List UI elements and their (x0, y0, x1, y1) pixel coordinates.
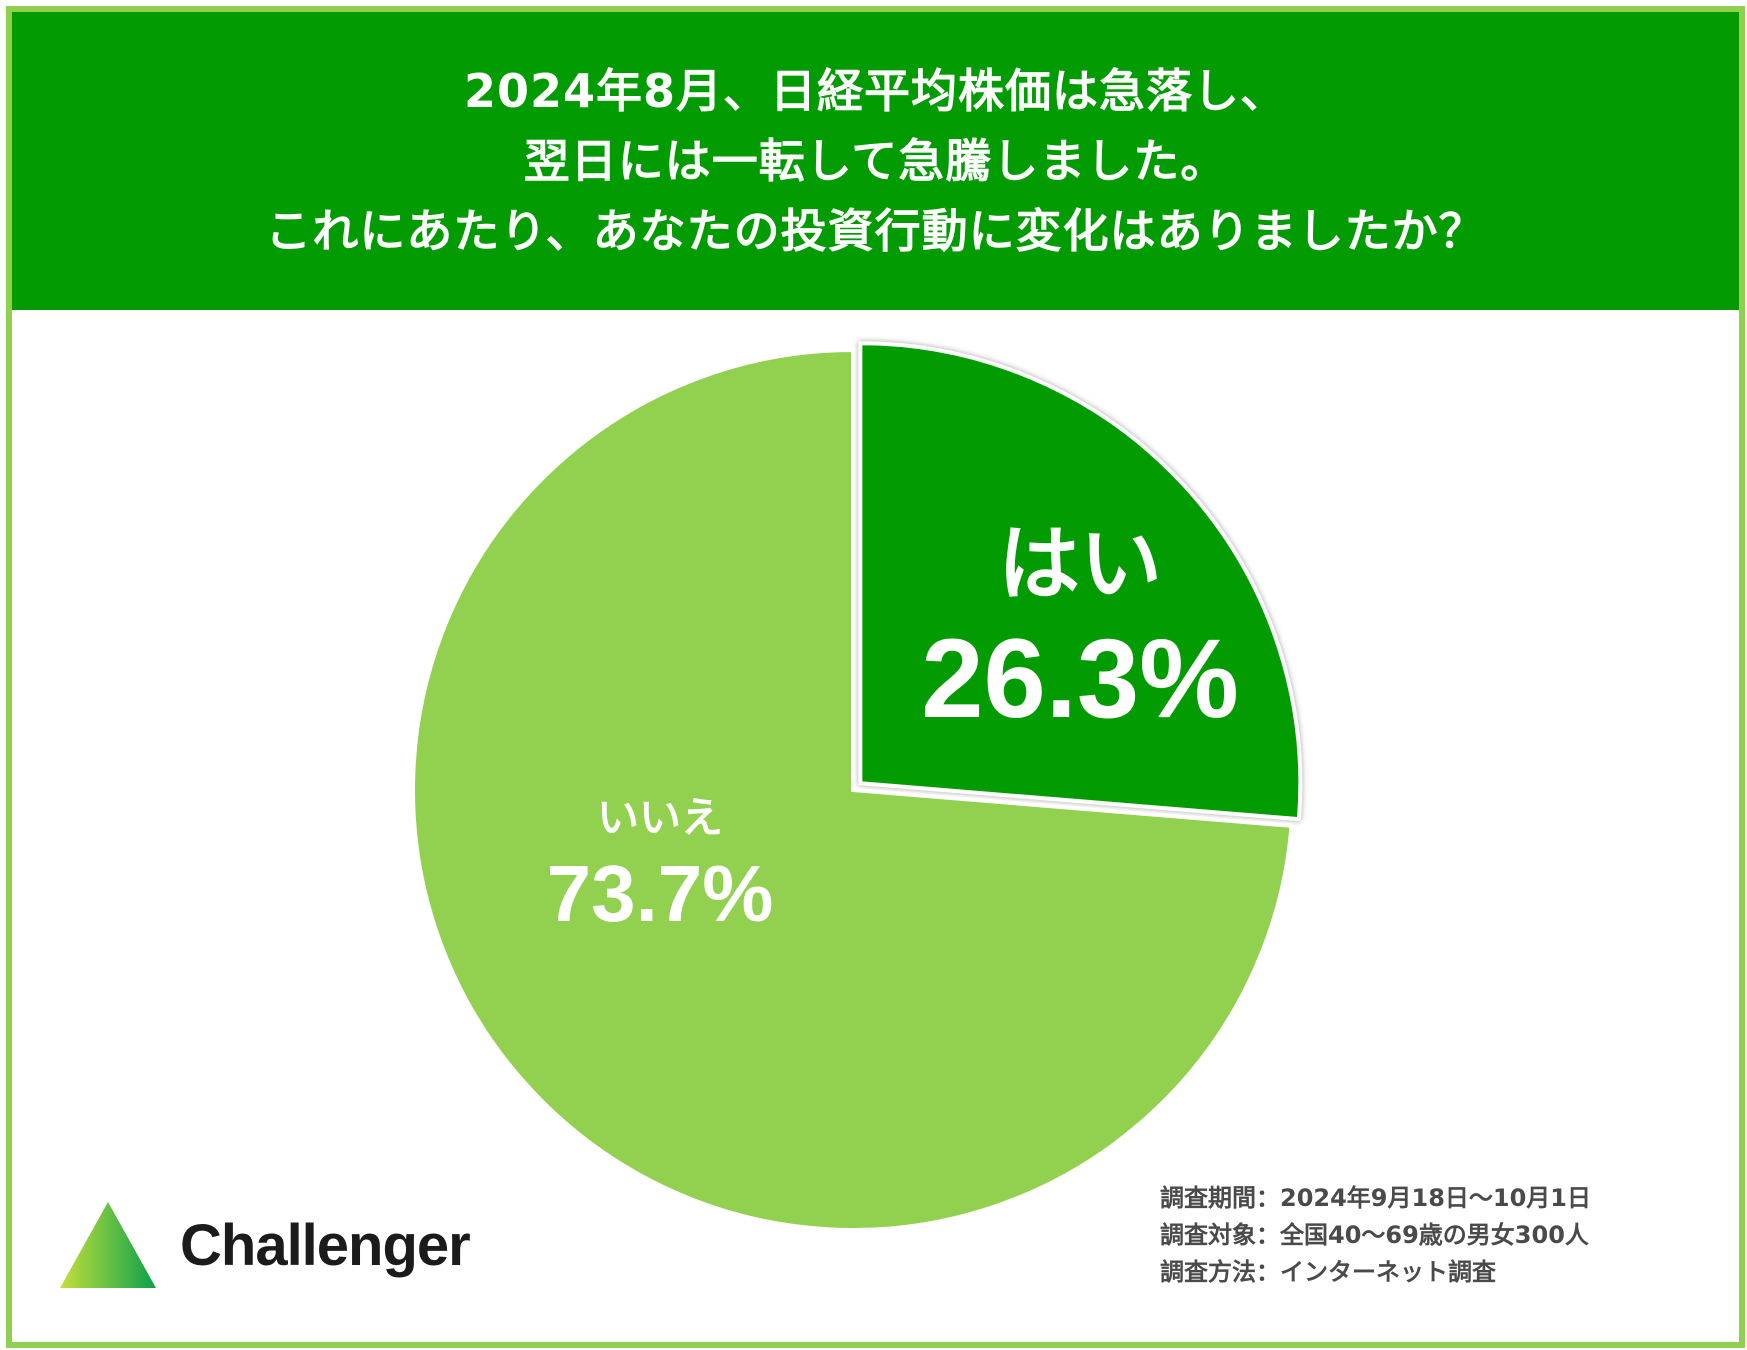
pie-label-no-value: 73.7% (546, 849, 774, 938)
survey-separator: ： (1256, 1184, 1280, 1212)
survey-info: 調査期間：2024年9月18日～10月1日 調査対象：全国40～69歳の男女30… (1160, 1180, 1591, 1291)
survey-separator: ： (1256, 1258, 1280, 1286)
chart-frame: 2024年8月、日経平均株価は急落し、 翌日には一転して急騰しました。 これにあ… (6, 6, 1745, 1348)
survey-value: インターネット調査 (1280, 1258, 1496, 1286)
survey-key: 調査期間 (1160, 1184, 1256, 1212)
survey-row: 調査期間：2024年9月18日～10月1日 (1160, 1180, 1591, 1217)
survey-row: 調査対象：全国40～69歳の男女300人 (1160, 1217, 1591, 1254)
survey-value: 全国40～69歳の男女300人 (1280, 1221, 1589, 1249)
pie-slice-no (411, 347, 1294, 1232)
title-line-3: これにあたり、あなたの投資行動に変化はありましたか？ (265, 204, 1486, 258)
survey-separator: ： (1256, 1221, 1280, 1249)
survey-value: 2024年9月18日～10月1日 (1280, 1184, 1591, 1212)
survey-key: 調査方法 (1160, 1258, 1256, 1286)
pie-label-no: いいえ 73.7% (500, 790, 820, 942)
pie-label-no-name: いいえ (596, 793, 723, 842)
title-line-1: 2024年8月、日経平均株価は急落し、 (463, 64, 1288, 118)
logo-triangle-icon (60, 1202, 156, 1288)
logo-brand-name: Challenger (180, 1212, 471, 1278)
pie-label-yes: はい 26.3% (900, 515, 1260, 743)
pie-label-yes-value: 26.3% (921, 616, 1239, 741)
pie-slice-yes (858, 341, 1303, 822)
title-line-2: 翌日には一転して急騰しました。 (523, 134, 1228, 188)
pie-label-yes-name: はい (997, 517, 1162, 612)
survey-row: 調査方法：インターネット調査 (1160, 1254, 1591, 1291)
challenger-logo: Challenger (58, 1200, 471, 1290)
survey-key: 調査対象 (1160, 1221, 1256, 1249)
chart-title-banner: 2024年8月、日経平均株価は急落し、 翌日には一転して急騰しました。 これにあ… (12, 12, 1739, 310)
